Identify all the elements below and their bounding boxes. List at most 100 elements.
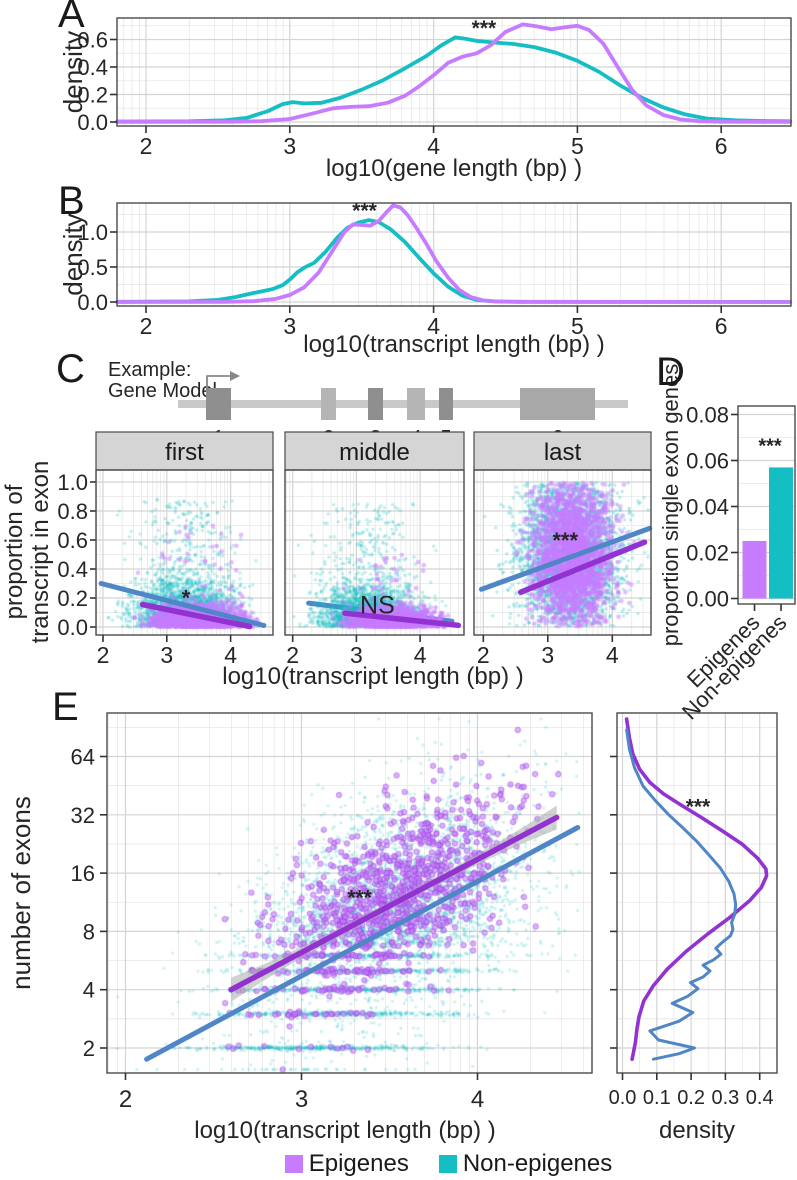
panel-c-ylabel: transcript in exon	[27, 461, 54, 644]
density-curve-epigenes	[115, 203, 793, 304]
significance-c-last: ***	[552, 528, 578, 553]
significance-d: ***	[758, 436, 782, 458]
panel-c-letter: C	[56, 347, 85, 391]
y-tick-label: 0.6	[77, 28, 108, 53]
y-tick-label: 0.02	[686, 541, 729, 566]
legend-label-epigenes: Epigenes	[308, 1150, 409, 1177]
y-tick-label: 0.2	[57, 586, 88, 611]
x-tick-label: 4	[606, 642, 619, 668]
x-tick-label: 0.3	[711, 1087, 739, 1109]
bar-epigenes	[742, 541, 767, 599]
y-tick-label: 1.0	[57, 470, 88, 495]
marginal-density-non-epigenes	[625, 728, 738, 1061]
x-tick-label: 0.4	[746, 1087, 774, 1109]
y-tick-label: 1.0	[77, 220, 108, 245]
side-density-border	[616, 712, 778, 1074]
exon-box	[321, 388, 336, 420]
side-density-xlabel: density	[659, 1117, 735, 1144]
panel-c-xlabel: log10(transcript length (bp) )	[222, 663, 523, 690]
x-tick-label: 3	[160, 642, 173, 668]
x-tick-label: 0.1	[643, 1087, 671, 1109]
x-tick-label: 5	[571, 133, 584, 159]
x-tick-label: 6	[715, 313, 728, 339]
significance-side: ***	[686, 795, 711, 818]
facet-strip	[473, 431, 652, 471]
y-tick-label: 0.0	[77, 290, 108, 315]
x-tick-label: 0.2	[677, 1087, 705, 1109]
legend-item-non-epigenes: Non-epigenes	[438, 1150, 612, 1178]
panel-a-xlabel: log10(gene length (bp) )	[326, 155, 582, 182]
facet-border	[473, 469, 652, 636]
x-tick-label: 2	[119, 1086, 132, 1113]
panel-d-border	[737, 405, 796, 605]
significance-c-middle: NS	[360, 592, 395, 620]
exon-box	[520, 388, 595, 420]
regression-line-nonepigenes	[478, 525, 653, 592]
y-tick-label: 16	[71, 861, 95, 886]
panel-e-letter: E	[52, 685, 79, 729]
y-tick-label: 0.00	[686, 587, 729, 612]
regression-line-epigenes	[228, 814, 560, 993]
y-tick-label: 2	[83, 1036, 95, 1061]
panel-b-border	[116, 202, 792, 307]
panel-d-letter: D	[656, 350, 685, 394]
y-tick-label: 0.0	[57, 615, 88, 640]
exon-box	[368, 388, 383, 420]
regression-line-nonepigenes	[98, 581, 267, 628]
x-tick-label: 0.0	[609, 1087, 637, 1109]
panel-a-letter: A	[58, 0, 85, 36]
y-tick-label: 0.04	[686, 495, 729, 520]
x-tick-label: 3	[295, 1086, 308, 1113]
panel-b-ylabel: density	[58, 213, 88, 295]
regression-line-epigenes	[342, 610, 462, 629]
regression-line-epigenes	[517, 539, 648, 595]
panel-c-ylabel: proportion of	[1, 484, 28, 619]
facet-title: middle	[339, 439, 410, 466]
x-tick-label: 2	[140, 133, 153, 159]
y-tick-label: 0.8	[57, 499, 88, 524]
significance-c-first: *	[182, 585, 191, 610]
legend-item-epigenes: Epigenes	[284, 1150, 409, 1178]
exon-box	[206, 388, 231, 420]
y-tick-label: 0.08	[686, 403, 729, 428]
gene-model-caption: Example:	[108, 359, 191, 381]
bar-non-epigenes	[769, 467, 793, 599]
x-tick-label: 2	[286, 642, 299, 668]
facet-strip	[284, 431, 465, 471]
y-tick-label: 0.06	[686, 449, 729, 474]
marginal-density-epigenes	[624, 717, 769, 1061]
y-tick-label: 32	[71, 803, 95, 828]
significance-b: ***	[352, 200, 377, 223]
density-curve-non-epigenes	[115, 218, 793, 304]
x-tick-label: 4	[224, 642, 237, 668]
tss-arrow	[206, 375, 231, 391]
tss-arrowhead	[230, 371, 240, 381]
x-tick-label: 4	[427, 313, 440, 339]
x-tick-label: 3	[541, 642, 554, 668]
y-tick-label: 0.4	[57, 557, 88, 582]
exon-box	[407, 388, 425, 420]
density-curve-epigenes	[115, 22, 793, 124]
x-tick-label: 5	[571, 313, 584, 339]
panel-d-ylabel: proportion single exon genes	[658, 364, 683, 647]
x-tick-label: 6	[715, 133, 728, 159]
x-tick-label: 2	[140, 313, 153, 339]
facet-strip	[95, 431, 274, 471]
x-tick-label: 3	[350, 642, 363, 668]
panel-b-xlabel: log10(transcript length (bp) )	[303, 331, 604, 358]
y-tick-label: 0.4	[77, 55, 108, 80]
facet-border	[95, 469, 274, 636]
y-tick-label: 0.6	[57, 528, 88, 553]
facet-title: first	[165, 439, 204, 466]
x-tick-label: 3	[283, 133, 296, 159]
gene-model-caption: Gene Model	[108, 380, 217, 402]
panel-e-xlabel: log10(transcript length (bp) )	[194, 1117, 495, 1144]
regression-line-nonepigenes	[144, 825, 581, 1062]
x-tick-label: 4	[414, 642, 427, 668]
panel-e-ylabel: number of exons	[6, 796, 36, 990]
x-tick-label: 2	[97, 642, 110, 668]
panel-e-border	[106, 712, 593, 1074]
x-tick-label: 3	[283, 313, 296, 339]
